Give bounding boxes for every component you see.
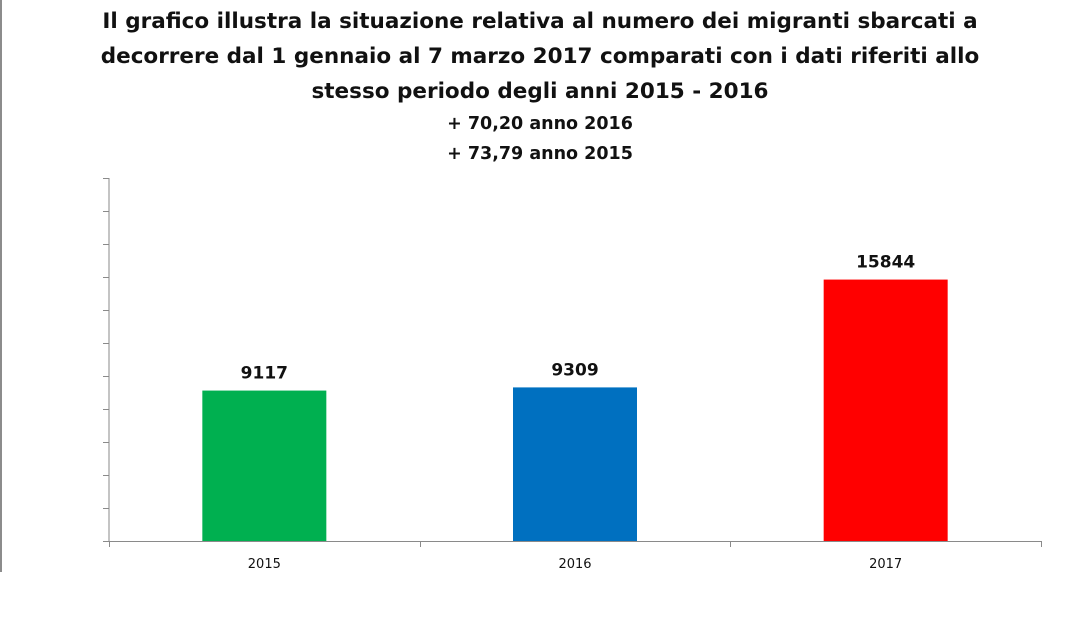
bar-value-label: 15844 — [856, 253, 915, 273]
chart-title-block: Il grafico illustra la situazione relati… — [20, 4, 1060, 169]
chart-subtitle-line: + 70,20 anno 2016 — [447, 114, 633, 134]
bar-2015 — [202, 390, 327, 541]
chart-title-line: stesso periodo degli anni 2015 - 2016 — [311, 79, 769, 104]
chart-title-line: Il grafico illustra la situazione relati… — [102, 9, 978, 34]
chart-subtitle-line: + 73,79 anno 2015 — [447, 144, 633, 164]
bar-2017 — [823, 279, 948, 541]
chart-frame-left-border — [0, 0, 2, 572]
bar-2016 — [513, 387, 637, 541]
x-category-label: 2016 — [558, 557, 591, 572]
bar-value-label: 9309 — [551, 360, 598, 380]
x-category-label: 2015 — [248, 557, 281, 572]
bar-value-label: 9117 — [241, 364, 288, 384]
chart-title-line: decorrere dal 1 gennaio al 7 marzo 2017 … — [100, 44, 980, 69]
x-category-label: 2017 — [869, 557, 902, 572]
